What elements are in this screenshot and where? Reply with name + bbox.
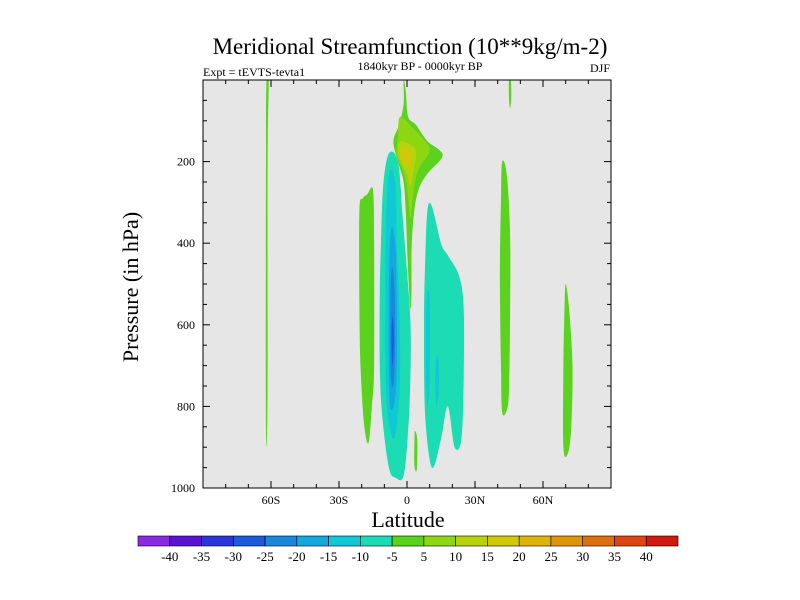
colorbar-swatch <box>423 535 456 547</box>
y-tick-label: 1000 <box>171 481 195 495</box>
colorbar-swatch <box>137 535 171 547</box>
colorbar-label: 40 <box>640 549 653 564</box>
contour-nh-midlat-band <box>499 160 511 416</box>
x-tick-label: 30S <box>330 493 349 507</box>
x-tick-label: 0 <box>404 493 410 507</box>
colorbar-swatch <box>455 535 488 547</box>
contour-sh-high-lat-band <box>265 80 269 448</box>
x-tick-label: 30N <box>465 493 486 507</box>
contour-eq-surface-cell <box>414 430 418 472</box>
y-axis-label: Pressure (in hPa) <box>118 212 143 362</box>
colorbar-label: -30 <box>225 549 242 564</box>
colorbar-label: 35 <box>608 549 621 564</box>
colorbar-label: -35 <box>193 549 210 564</box>
contour-nh-negative-inner-b <box>435 355 439 407</box>
colorbar-swatch <box>328 535 361 547</box>
season-label: DJF <box>590 61 610 75</box>
colorbar-label: 15 <box>481 549 494 564</box>
colorbar-label: 5 <box>421 549 428 564</box>
colorbar-swatch <box>264 535 298 547</box>
plot-area: 60S 30S 0 30N 60N 200 400 600 800 1000 <box>171 79 612 507</box>
contour-nh-high-lat-band <box>562 284 573 458</box>
contour-nh-negative-cell <box>423 202 465 469</box>
colorbar-swatch <box>645 535 679 547</box>
contour-upper-jet-core <box>400 148 412 167</box>
x-tick-label: 60N <box>533 493 554 507</box>
y-tick-label: 800 <box>177 399 195 413</box>
contour-nh-negative-inner-a <box>425 289 430 407</box>
colorbar-swatch <box>232 535 266 547</box>
colorbar-label: 10 <box>449 549 462 564</box>
contour-negative-cell-peak <box>391 315 394 366</box>
colorbar-label: 20 <box>513 549 526 564</box>
y-tick-label: 400 <box>177 236 195 250</box>
colorbar-swatch <box>201 535 234 547</box>
colorbar-label: 30 <box>576 549 589 564</box>
colorbar-swatch <box>582 535 615 547</box>
colorbar-label: -15 <box>320 549 337 564</box>
chart-title: Meridional Streamfunction (10**9kg/m-2) <box>213 34 608 59</box>
colorbar-swatch <box>169 535 202 547</box>
x-axis-label: Latitude <box>371 507 444 532</box>
experiment-label: Expt = tEVTS-tevta1 <box>203 65 305 79</box>
colorbar-label: 25 <box>544 549 557 564</box>
colorbar-swatch <box>296 535 329 547</box>
colorbar-swatch <box>518 535 552 547</box>
colorbar-label: -25 <box>256 549 273 564</box>
colorbar: -40 -35 -30 -25 -20 -15 -10 -5 5 10 15 20 25 30 35 40 <box>137 535 679 564</box>
colorbar-swatch <box>614 535 647 547</box>
colorbar-swatch <box>487 535 520 547</box>
y-tick-label: 200 <box>177 155 195 169</box>
y-tick-label: 600 <box>177 318 195 332</box>
colorbar-label: -20 <box>288 549 305 564</box>
colorbar-label: -5 <box>387 549 398 564</box>
colorbar-swatch <box>360 535 393 547</box>
contour-positive-cell-30s <box>359 187 375 444</box>
contour-nh-midlat-upper <box>508 80 512 109</box>
colorbar-label: -10 <box>352 549 369 564</box>
x-tick-label: 60S <box>262 493 281 507</box>
colorbar-swatch <box>391 535 425 547</box>
contour-regions <box>265 80 573 481</box>
axis-ticks: 60S 30S 0 30N 60N 200 400 600 800 1000 <box>171 79 612 507</box>
colorbar-label: -40 <box>161 549 178 564</box>
colorbar-swatch <box>550 535 584 547</box>
time-range-label: 1840kyr BP - 0000kyr BP <box>358 59 483 73</box>
